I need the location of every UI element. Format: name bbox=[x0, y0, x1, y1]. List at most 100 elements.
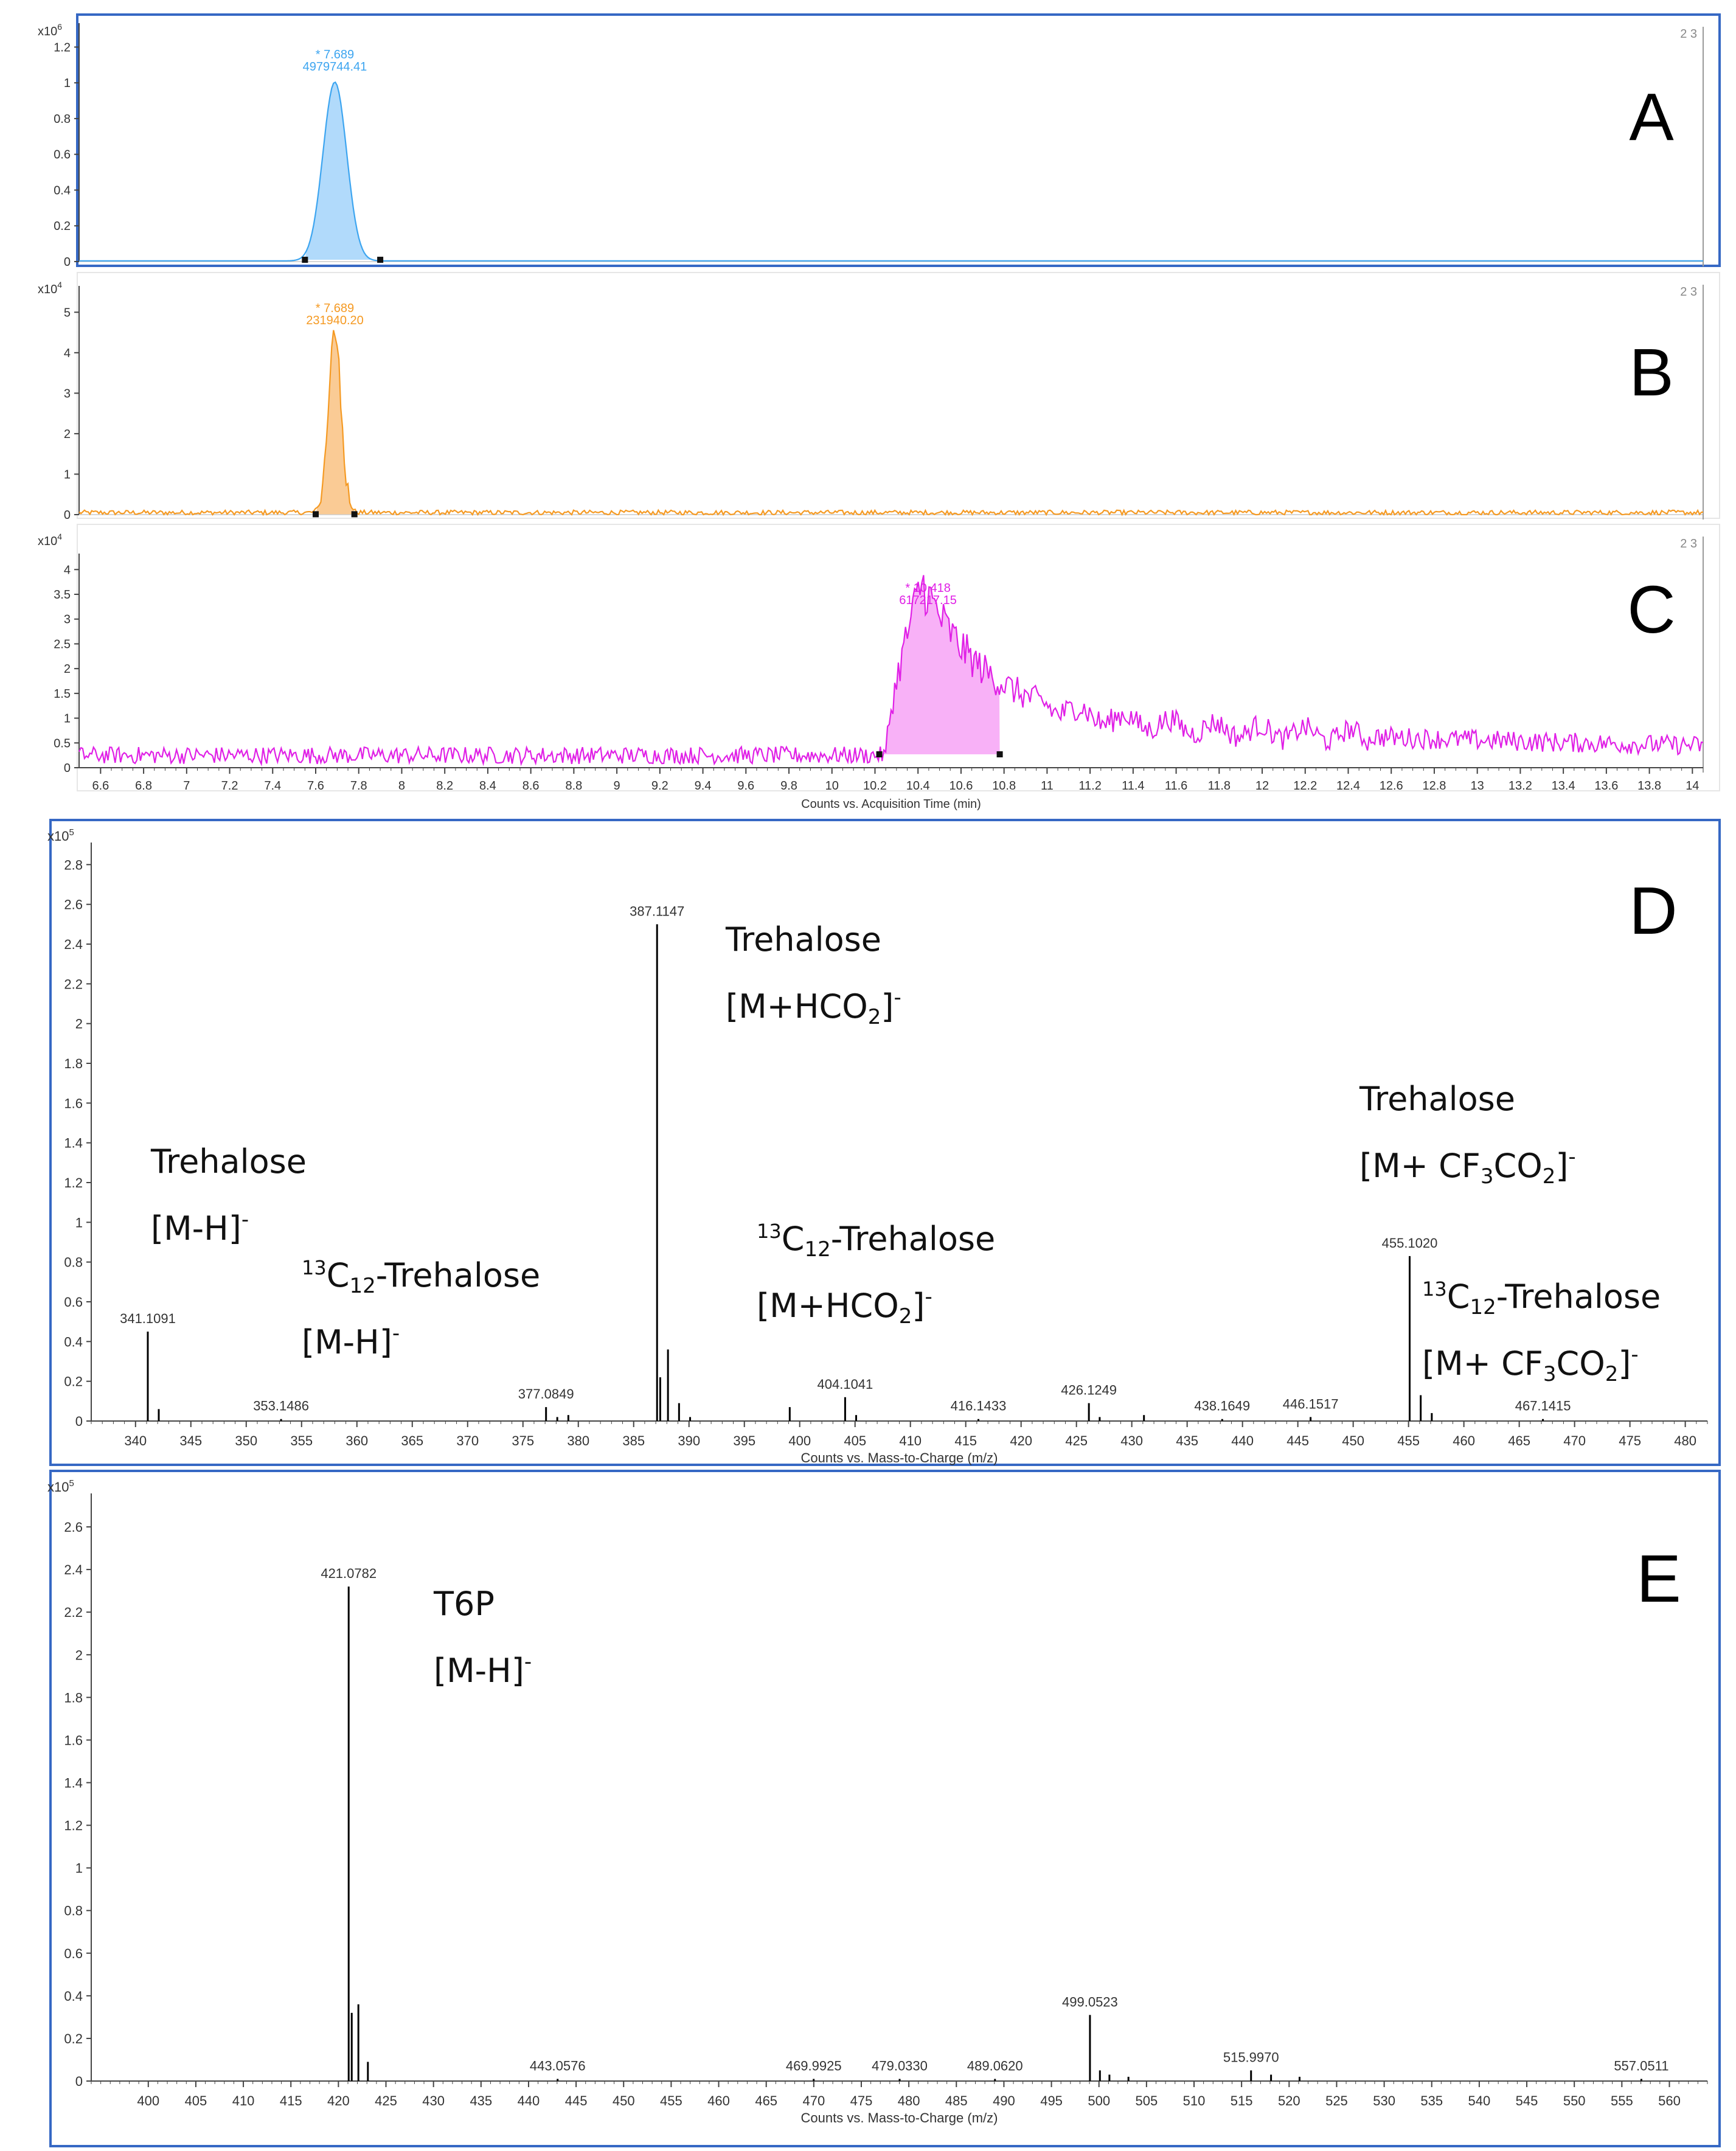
peak-annotation: Trehalose [M-H]- bbox=[150, 1142, 307, 1248]
x-tick-label: 470 bbox=[1563, 1433, 1586, 1448]
y-tick-label: 0.2 bbox=[64, 2031, 83, 2046]
x-tick-label: 6.8 bbox=[135, 779, 152, 793]
x-tick-label: 450 bbox=[613, 2093, 635, 2108]
x-tick-label: 440 bbox=[518, 2093, 540, 2108]
x-tick-label: 395 bbox=[733, 1433, 755, 1448]
y-tick-label: 0 bbox=[75, 2074, 83, 2089]
y-tick-label: 0.8 bbox=[54, 113, 71, 126]
annotation-text: [M-H] bbox=[151, 1209, 241, 1248]
x-tick-label: 440 bbox=[1231, 1433, 1254, 1448]
integration-marker bbox=[876, 751, 883, 758]
y-tick-label: 0 bbox=[64, 762, 71, 775]
panel-frame bbox=[49, 1470, 1721, 2147]
annotation-text: Trehalose bbox=[150, 1142, 307, 1181]
annotation-text: Trehalose bbox=[725, 920, 881, 959]
corner-note: 2 3 bbox=[1680, 27, 1697, 41]
x-tick-label: 490 bbox=[993, 2093, 1015, 2108]
peak-mz-label: 377.0849 bbox=[518, 1386, 574, 1402]
multiplier-base: x10 bbox=[38, 25, 57, 38]
subscript: 2 bbox=[899, 1304, 912, 1329]
y-tick-label: 2.4 bbox=[64, 1562, 83, 1577]
peak-mz-label: 469.9925 bbox=[786, 2058, 842, 2073]
annotation-text: -Trehalose bbox=[831, 1220, 996, 1258]
x-tick-label: 405 bbox=[185, 2093, 207, 2108]
x-tick-label: 515 bbox=[1231, 2093, 1253, 2108]
y-tick-label: 0.6 bbox=[64, 1294, 83, 1310]
x-tick-label: 11 bbox=[1041, 779, 1054, 793]
superscript: - bbox=[241, 1208, 249, 1232]
peak-annotation: 13C12-Trehalose [M+HCO2]- bbox=[757, 1220, 995, 1329]
x-tick-label: 13 bbox=[1471, 779, 1484, 793]
peak-mz-label: 387.1147 bbox=[630, 903, 684, 919]
annotation-text: -Trehalose bbox=[376, 1256, 541, 1294]
panel-label-e: E bbox=[1636, 1541, 1681, 1616]
annotation-text: ] bbox=[1555, 1147, 1568, 1185]
x-tick-label: 410 bbox=[899, 1433, 922, 1448]
y-tick-label: 0.8 bbox=[64, 1255, 83, 1270]
x-tick-label: 8.6 bbox=[523, 779, 540, 793]
annotation-text: ] bbox=[912, 1287, 925, 1325]
x-tick-label: 475 bbox=[1619, 1433, 1641, 1448]
annotation-line: [M+HCO2]- bbox=[726, 985, 901, 1029]
annotation-line: 13C12-Trehalose bbox=[1422, 1277, 1661, 1319]
y-tick-label: 1 bbox=[75, 1215, 83, 1230]
subscript: 12 bbox=[804, 1237, 830, 1262]
annotation-text: [M+HCO bbox=[726, 987, 868, 1026]
x-tick-label: 390 bbox=[678, 1433, 700, 1448]
x-tick-label: 420 bbox=[327, 2093, 350, 2108]
x-tick-label: 425 bbox=[375, 2093, 397, 2108]
x-tick-label: 13.4 bbox=[1552, 779, 1575, 793]
annotation-text: [M-H] bbox=[302, 1323, 392, 1361]
x-tick-label: 560 bbox=[1658, 2093, 1681, 2108]
x-tick-label: 480 bbox=[1674, 1433, 1696, 1448]
x-tick-label: 11.2 bbox=[1078, 779, 1101, 793]
peak-mz-label: 455.1020 bbox=[1382, 1235, 1438, 1251]
peak-mz-label: 489.0620 bbox=[967, 2058, 1023, 2073]
x-tick-label: 7.6 bbox=[307, 779, 324, 793]
x-tick-label: 545 bbox=[1516, 2093, 1538, 2108]
x-tick-label: 10.4 bbox=[906, 779, 930, 793]
peak-area-fill bbox=[305, 82, 381, 261]
y-tick-label: 2.4 bbox=[64, 937, 83, 952]
superscript: - bbox=[524, 1650, 532, 1674]
subscript: 3 bbox=[1543, 1362, 1557, 1386]
x-tick-label: 13.2 bbox=[1509, 779, 1532, 793]
x-tick-label: 8.4 bbox=[479, 779, 496, 793]
peak-mz-label: 446.1517 bbox=[1283, 1396, 1339, 1411]
annotation-line: 13C12-Trehalose bbox=[302, 1256, 540, 1298]
annotation-text: -Trehalose bbox=[1496, 1277, 1661, 1316]
trace-line bbox=[79, 81, 1703, 262]
peak-mz-label: 557.0511 bbox=[1614, 2058, 1668, 2073]
multiplier-base: x10 bbox=[47, 829, 69, 844]
annotation-text: T6P bbox=[433, 1585, 495, 1623]
superscript: - bbox=[894, 985, 901, 1010]
trace-line bbox=[78, 330, 1704, 516]
superscript: - bbox=[925, 1285, 932, 1309]
x-tick-label: 510 bbox=[1183, 2093, 1206, 2108]
peak-mz-label: 467.1415 bbox=[1515, 1399, 1571, 1414]
x-tick-label: 12.6 bbox=[1380, 779, 1403, 793]
y-multiplier: x104 bbox=[38, 532, 62, 548]
corner-note: 2 3 bbox=[1680, 537, 1697, 551]
x-tick-label: 12 bbox=[1255, 779, 1269, 793]
trace-line bbox=[78, 575, 1704, 766]
y-tick-label: 2 bbox=[64, 428, 71, 441]
y-tick-label: 2 bbox=[75, 1647, 83, 1663]
x-tick-label: 9.8 bbox=[780, 779, 797, 793]
y-tick-label: 5 bbox=[64, 306, 71, 319]
peak-mz-label: 443.0576 bbox=[530, 2058, 586, 2073]
y-tick-label: 0.6 bbox=[64, 1946, 83, 1961]
x-tick-label: 10.8 bbox=[992, 779, 1016, 793]
superscript: - bbox=[1631, 1343, 1638, 1367]
x-tick-label: 455 bbox=[660, 2093, 682, 2108]
annotation-line: 13C12-Trehalose bbox=[757, 1220, 995, 1262]
y-tick-label: 1.6 bbox=[64, 1732, 83, 1748]
y-tick-label: 3.5 bbox=[54, 588, 71, 602]
peak-rt-label: * 10.418 bbox=[905, 582, 951, 595]
x-tick-label: 345 bbox=[179, 1433, 202, 1448]
y-multiplier: x104 bbox=[38, 280, 62, 296]
x-tick-label: 535 bbox=[1420, 2093, 1443, 2108]
x-tick-label: 11.6 bbox=[1165, 779, 1187, 793]
y-tick-label: 2.8 bbox=[64, 857, 83, 872]
x-tick-label: 12.8 bbox=[1422, 779, 1446, 793]
